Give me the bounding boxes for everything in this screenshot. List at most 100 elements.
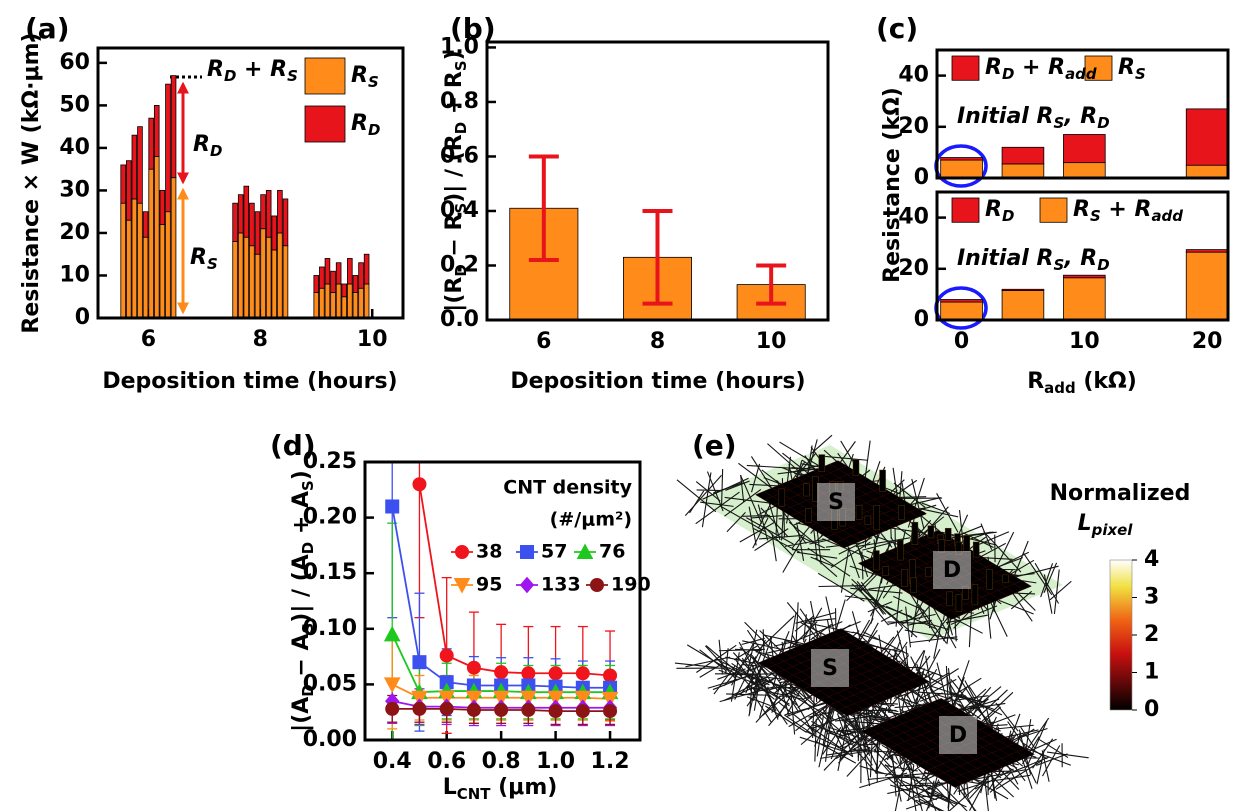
- legend-swatch: [1040, 198, 1067, 222]
- bar-segment: [331, 292, 336, 318]
- pillar: [939, 540, 945, 553]
- bar-segment: [319, 288, 324, 318]
- device-top: [677, 435, 1071, 658]
- y-axis-label: |(AD − AS)| / (AD + AS): [289, 470, 317, 732]
- bar-segment: [121, 165, 126, 203]
- legend-label: 95: [476, 574, 502, 596]
- bar-segment: [255, 254, 260, 318]
- pillar: [947, 592, 953, 606]
- bar-segment: [121, 203, 126, 318]
- marker: [385, 627, 400, 641]
- bar-segment: [353, 292, 358, 318]
- panel-label: (c): [876, 12, 918, 45]
- bar-segment: [1002, 291, 1044, 320]
- pillar: [865, 516, 871, 525]
- y-tick-label: 60: [59, 50, 90, 75]
- bar-segment: [261, 195, 266, 229]
- bar-segment: [278, 233, 283, 318]
- bar-segment: [244, 237, 249, 318]
- marker: [413, 702, 426, 715]
- bar-segment: [1186, 165, 1228, 178]
- legend-label: RD: [985, 197, 1014, 225]
- bar-segment: [342, 297, 347, 318]
- bar-segment: [126, 220, 131, 318]
- pillar: [911, 578, 917, 593]
- bar-segment: [1186, 252, 1228, 320]
- x-tick-label: 10: [1069, 329, 1100, 354]
- bar-segment: [160, 190, 165, 224]
- x-tick-label: 0.8: [482, 749, 521, 774]
- bar-segment: [143, 237, 148, 318]
- marker: [549, 667, 562, 680]
- y-tick-label: 0: [914, 307, 929, 332]
- pillar: [805, 509, 811, 523]
- legend-swatch: [952, 56, 979, 80]
- bar-segment: [1063, 134, 1105, 162]
- legend-unit: (#/μm²): [550, 509, 632, 531]
- cnt: [745, 622, 780, 657]
- y-tick-label: 40: [898, 63, 929, 88]
- cnt: [815, 719, 816, 762]
- annotation: Initial RS, RD: [957, 104, 1110, 132]
- marker: [413, 656, 426, 669]
- electrode-label: D: [949, 723, 967, 748]
- panel-label: (e): [692, 429, 737, 462]
- bar-segment: [238, 233, 243, 318]
- cnt: [781, 689, 789, 717]
- bar-segment: [347, 284, 352, 318]
- legend-marker: [591, 579, 604, 592]
- bar-segment: [319, 267, 324, 288]
- x-axis-label: Radd (kΩ): [1027, 369, 1137, 397]
- bar-segment: [138, 127, 143, 204]
- pillar: [819, 455, 825, 472]
- x-tick-label: 6: [536, 329, 551, 354]
- marker: [604, 669, 617, 682]
- bar-segment: [336, 263, 341, 284]
- bar-segment: [1063, 163, 1105, 178]
- marker: [440, 649, 453, 662]
- colorbar-tick-label: 3: [1144, 585, 1159, 610]
- legend-label: 38: [476, 541, 502, 563]
- pillar: [853, 460, 859, 476]
- y-tick-label: 20: [59, 220, 90, 245]
- y-tick-label: 50: [59, 92, 90, 117]
- legend-marker: [456, 546, 469, 559]
- marker: [522, 703, 535, 716]
- x-tick-label: 0: [954, 329, 969, 354]
- annotation: RD + RS: [207, 57, 298, 85]
- legend-label: 57: [541, 541, 567, 563]
- pillar: [956, 595, 962, 612]
- legend-label: 76: [599, 541, 625, 563]
- legend-marker: [521, 578, 534, 593]
- bar-segment: [359, 288, 364, 318]
- colorbar-subtitle: Lpixel: [1078, 511, 1134, 539]
- bar-segment: [171, 76, 176, 178]
- bar-segment: [171, 178, 176, 318]
- bar-segment: [272, 250, 277, 318]
- pillar: [901, 570, 907, 587]
- bar-segment: [132, 199, 137, 318]
- panel-label: (a): [25, 12, 70, 45]
- bar-segment: [342, 284, 347, 297]
- cnt: [675, 663, 717, 667]
- pillar: [925, 568, 931, 577]
- x-tick-label: 0.6: [427, 749, 466, 774]
- marker: [386, 500, 399, 513]
- panel-label: (b): [450, 12, 496, 45]
- bar-segment: [347, 258, 352, 284]
- marker: [413, 478, 426, 491]
- x-axis-label: Deposition time (hours): [102, 369, 397, 394]
- bar-segment: [272, 216, 277, 250]
- bar-segment: [941, 160, 983, 178]
- bar-segment: [149, 118, 154, 169]
- pillar: [964, 535, 970, 551]
- legend-label: 190: [611, 574, 651, 596]
- figure: 01020304050606810Resistance × W (kΩ·μm)D…: [0, 0, 1238, 811]
- bar-segment: [160, 224, 165, 318]
- marker: [549, 705, 562, 718]
- y-axis-label: Resistance × W (kΩ·μm): [19, 32, 44, 333]
- marker: [440, 702, 453, 715]
- x-tick-label: 0.4: [373, 749, 412, 774]
- electrode-label: D: [943, 558, 961, 583]
- bar-segment: [325, 258, 330, 284]
